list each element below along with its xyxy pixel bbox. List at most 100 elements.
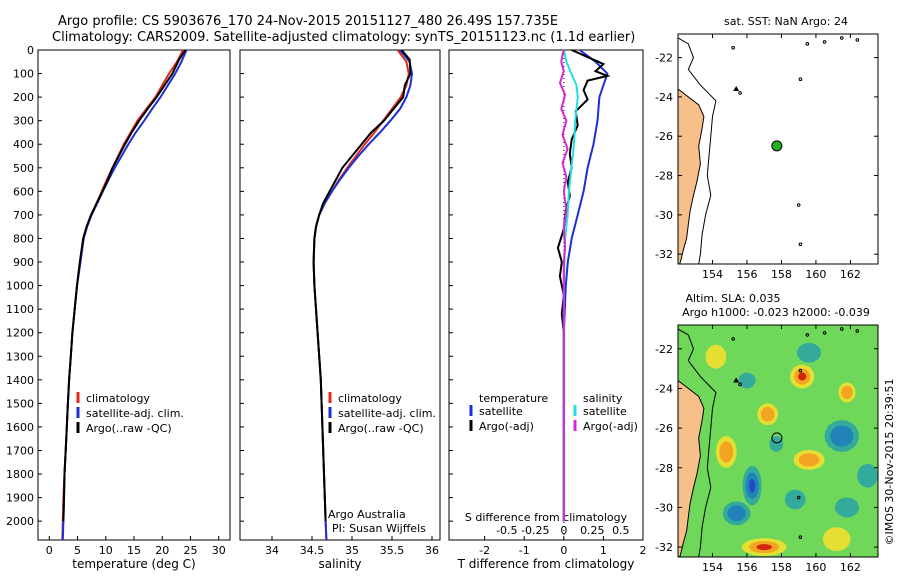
s-axis-label: S difference from climatology — [465, 511, 628, 524]
island — [798, 242, 803, 247]
x-tick-label: 0 — [46, 544, 53, 557]
x-tick-label: 35.5 — [380, 544, 405, 557]
island — [805, 42, 810, 46]
y-tick-label: 600 — [13, 185, 34, 198]
panel-temperature: 0100200300400500600700800900100011001200… — [6, 44, 231, 571]
map-frame — [677, 33, 879, 265]
legend-s-title: salinity — [583, 392, 623, 405]
s-tick-label: 0.25 — [580, 524, 605, 537]
map-x-tick-label: 160 — [805, 268, 826, 281]
sst-map-title: sat. SST: NaN Argo: 24 — [724, 15, 848, 28]
y-tick-label: 1700 — [6, 444, 34, 457]
island — [855, 329, 860, 333]
x-axis-label: temperature (deg C) — [72, 557, 195, 571]
argo-float-marker — [771, 140, 783, 152]
sla-low-contour — [830, 425, 854, 447]
legend-label: satellite-adj. clim. — [338, 407, 436, 420]
x-tick-label: 36 — [425, 544, 439, 557]
note-line1: Argo Australia — [328, 508, 406, 521]
x-tick-label: 20 — [155, 544, 169, 557]
x-tick-label: 30 — [212, 544, 226, 557]
sla-high-contour — [798, 372, 807, 381]
island — [798, 77, 803, 82]
legend-label: climatology — [86, 392, 150, 405]
island — [731, 337, 735, 341]
y-tick-label: 2000 — [6, 515, 34, 528]
map-y-tick-label: -30 — [655, 209, 673, 222]
x-axis-label: salinity — [318, 557, 361, 571]
sla-low-contour — [857, 463, 878, 488]
shelf-contour — [678, 328, 717, 557]
sla-low-contour — [796, 342, 822, 363]
legend-label: Argo(..raw -QC) — [86, 422, 172, 435]
y-tick-label: 200 — [13, 91, 34, 104]
y-tick-label: 1200 — [6, 327, 34, 340]
sla-field — [705, 342, 878, 556]
sla-high-contour — [756, 544, 772, 551]
y-tick-label: 1000 — [6, 280, 34, 293]
x-tick-label: 34.5 — [300, 544, 325, 557]
island-marker — [733, 377, 740, 383]
series-argo-raw-qc- — [312, 49, 412, 522]
sla-high-contour — [822, 527, 851, 552]
x-tick-label: 10 — [99, 544, 113, 557]
legend-t-sat-label: satellite — [479, 405, 523, 418]
island — [798, 368, 803, 373]
map-x-tick-label: 158 — [771, 268, 792, 281]
x-tick-label: 15 — [127, 544, 141, 557]
island — [822, 331, 827, 335]
legend-label: satellite-adj. clim. — [86, 407, 184, 420]
y-tick-label: 300 — [13, 115, 34, 128]
island — [731, 45, 735, 50]
sla-title-line1: Altim. SLA: 0.035 — [685, 292, 780, 305]
map-y-tick-label: -26 — [655, 422, 673, 435]
map-x-tick-label: 154 — [702, 561, 723, 574]
island — [796, 495, 801, 500]
panel-salinity: 34 34.5 35 35.5 36 salinity climatology satelli… — [239, 49, 441, 571]
map-body — [678, 325, 878, 557]
map-x-tick-label: 160 — [805, 561, 826, 574]
map-x-tick-label: 162 — [840, 561, 861, 574]
map-y-tick-label: -24 — [655, 91, 673, 104]
series-t-argo-adj- — [556, 49, 611, 522]
y-tick-label: 900 — [13, 256, 34, 269]
s-tick-label: 0 — [560, 524, 567, 537]
y-tick-label: 1100 — [6, 303, 34, 316]
sla-low-contour — [727, 505, 746, 522]
sla-high-contour — [798, 453, 820, 467]
s-tick-label: -0.25 — [521, 524, 549, 537]
panel-sst-map: 154 156 158 160 162 -22 -24 -26 -28 -30 -32 — [655, 33, 879, 281]
sla-high-contour — [841, 385, 853, 400]
argo-float-marker — [771, 432, 783, 444]
sla-low-contour — [834, 497, 860, 518]
sla-high-contour — [705, 344, 727, 369]
sla-high-contour — [760, 406, 775, 422]
y-tick-label: 1300 — [6, 350, 34, 363]
sla-low-contour — [748, 478, 756, 493]
series-argo-raw-qc- — [62, 49, 187, 522]
map-frame — [677, 324, 879, 558]
panel-frame — [448, 49, 644, 541]
sla-high-contour — [719, 441, 734, 463]
map-x-tick-label: 156 — [736, 561, 757, 574]
s-tick-label: 0.5 — [612, 524, 630, 537]
map-y-tick-label: -22 — [655, 52, 673, 65]
y-tick-label: 500 — [13, 162, 34, 175]
island — [738, 91, 742, 95]
coastline-land — [678, 83, 705, 264]
y-tick-label: 1900 — [6, 492, 34, 505]
imos-side-label: ©IMOS 30-Nov-2015 20:39:51 — [883, 379, 896, 546]
x-tick-label: 34 — [265, 544, 279, 557]
y-tick-label: 1500 — [6, 397, 34, 410]
x-tick-label: 2 — [640, 544, 647, 557]
map-y-tick-label: -32 — [655, 248, 673, 261]
series-s-argo-adj- — [558, 49, 569, 522]
coastline-land — [678, 374, 705, 557]
y-tick-label: 800 — [13, 232, 34, 245]
map-y-tick-label: -24 — [655, 382, 673, 395]
sla-title-line2: Argo h1000: -0.023 h2000: -0.039 — [682, 306, 870, 319]
map-y-tick-label: -26 — [655, 130, 673, 143]
map-y-tick-label: -32 — [655, 541, 673, 554]
y-tick-label: 100 — [13, 68, 34, 81]
